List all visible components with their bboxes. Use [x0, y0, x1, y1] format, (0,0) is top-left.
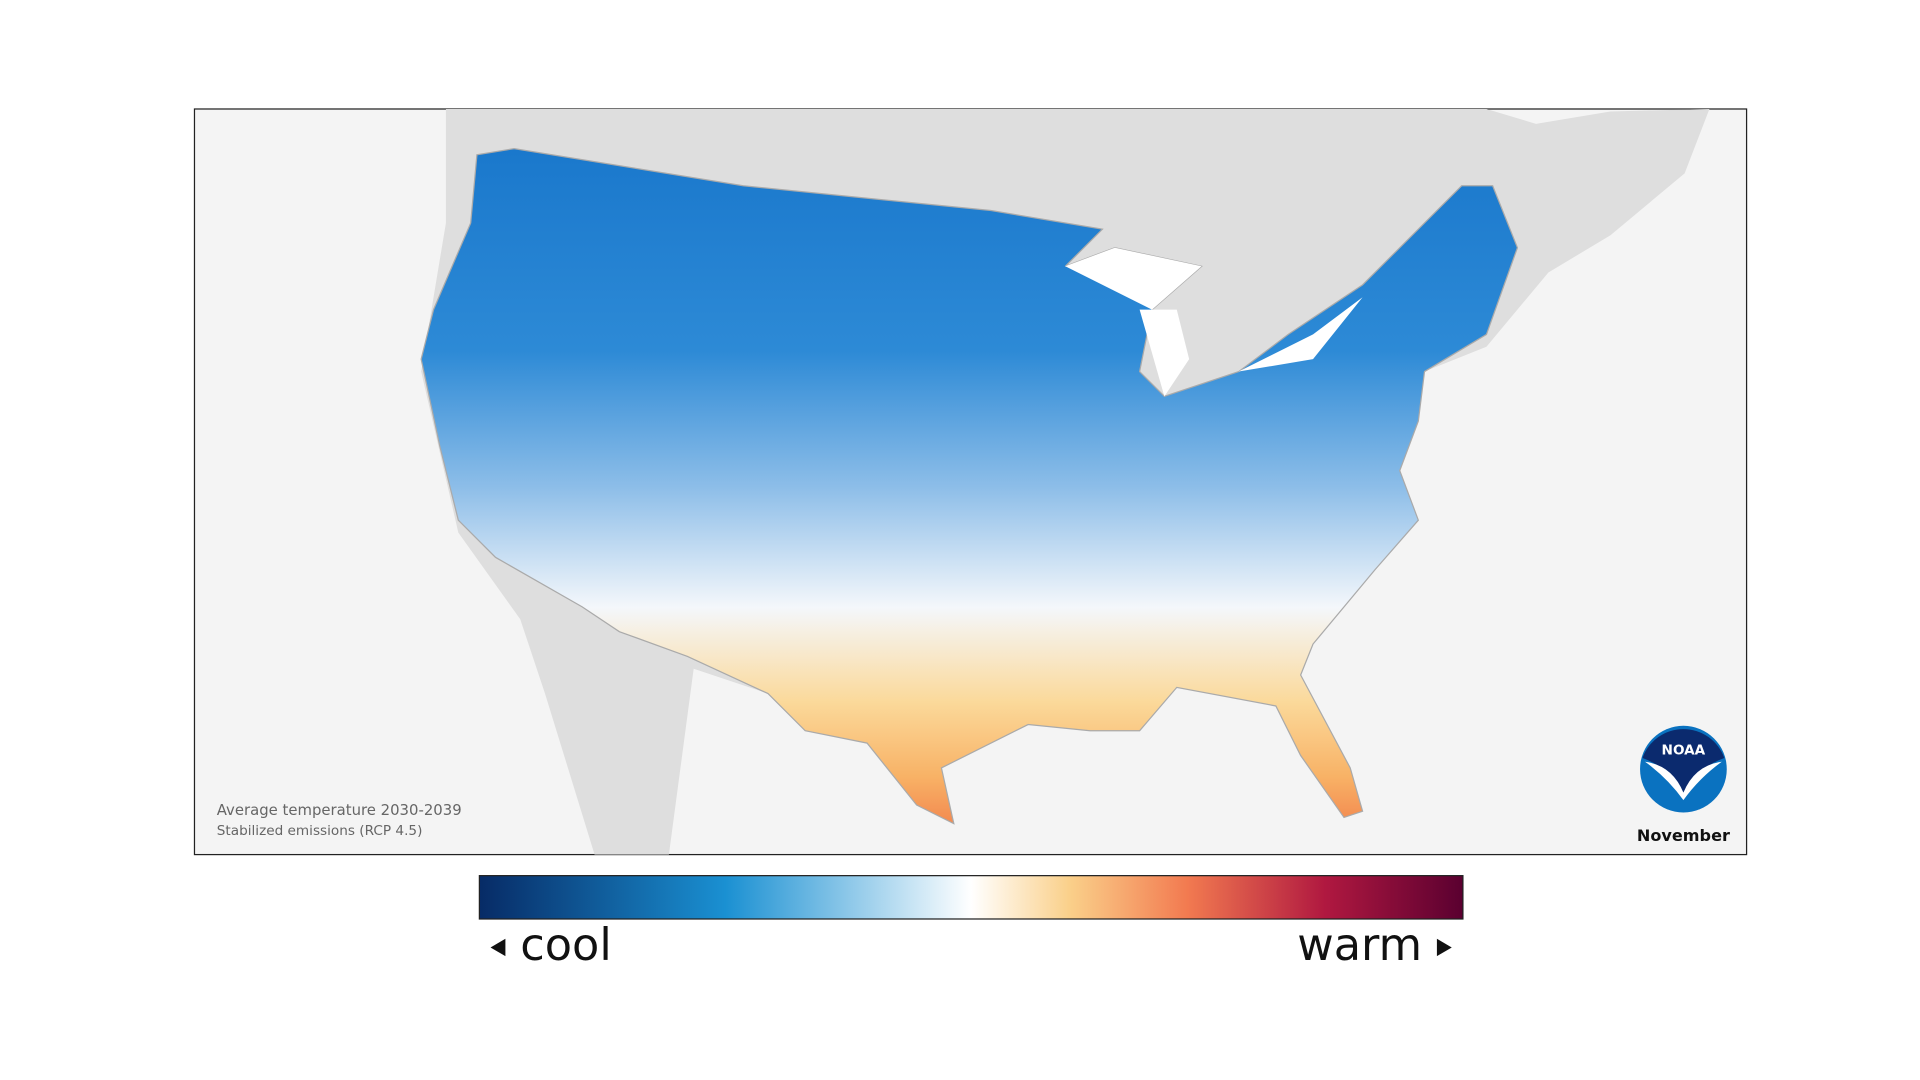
logo-top: [1642, 729, 1725, 793]
arrow-right: [1436, 938, 1452, 957]
us-temperature: [420, 147, 1519, 825]
noaa-logo: NOAA: [1640, 725, 1727, 813]
caption-subtitle: Stabilized emissions (RCP 4.5): [217, 823, 423, 839]
legend-high: warm: [1297, 919, 1422, 971]
map-layer: [420, 108, 1710, 855]
color-scale: [478, 875, 1464, 920]
logo-gull: [1645, 761, 1722, 801]
caption-title: Average temperature 2030-2039: [217, 801, 462, 819]
month-label: November: [1637, 826, 1730, 845]
arrow-left: [490, 938, 506, 957]
legend-low: cool: [520, 919, 611, 971]
great-lakes: [1065, 247, 1363, 397]
logo-text: NOAA: [1662, 742, 1706, 758]
